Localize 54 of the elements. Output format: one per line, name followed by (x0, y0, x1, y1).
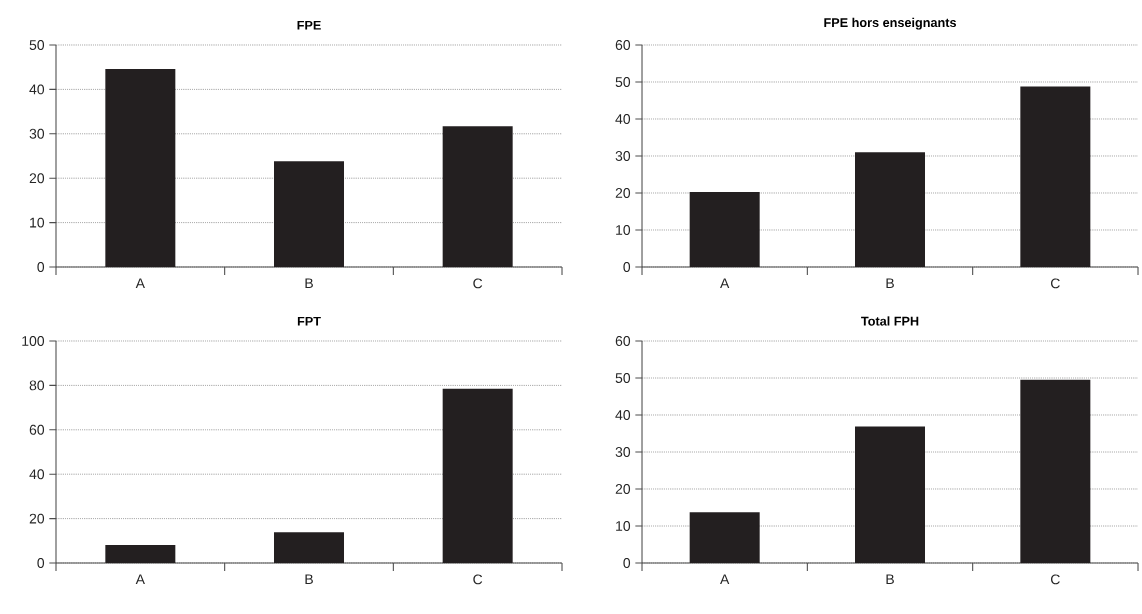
x-tick-label: C (1051, 574, 1060, 585)
x-tick-label: C (1051, 278, 1060, 289)
y-tick-label: 50 (29, 40, 45, 50)
x-tick-label: C (473, 574, 483, 585)
bar (442, 388, 513, 563)
x-tick-label: B (886, 574, 894, 585)
y-tick-label: 0 (37, 262, 45, 272)
y-tick-label: 60 (29, 424, 45, 435)
bar (442, 126, 513, 267)
y-tick-label: 50 (615, 373, 631, 383)
chart-title: FPE hors enseignants (824, 17, 956, 30)
y-tick-label: 30 (29, 128, 45, 139)
bar (1020, 86, 1091, 267)
y-tick-label: 0 (37, 558, 45, 568)
y-tick-label: 20 (29, 173, 45, 184)
y-tick-label: 10 (616, 225, 631, 235)
chart-title: FPE (297, 20, 321, 30)
y-tick-label: 20 (615, 188, 631, 198)
chart-title: FPT (297, 316, 321, 326)
y-tick-label: 80 (29, 380, 45, 391)
bar (274, 161, 344, 267)
y-tick-label: 30 (615, 151, 631, 161)
y-tick-label: 20 (29, 513, 45, 524)
y-tick-label: 0 (623, 558, 631, 568)
y-tick-label: 10 (30, 217, 45, 228)
bar (689, 512, 760, 563)
bar (105, 68, 176, 267)
x-tick-label: A (720, 574, 730, 585)
bar (105, 545, 176, 563)
x-tick-label: B (305, 574, 313, 585)
y-tick-label: 40 (615, 114, 631, 124)
y-tick-label: 40 (29, 84, 45, 95)
y-tick-label: 40 (29, 469, 45, 480)
y-tick-label: 50 (615, 77, 631, 87)
y-tick-label: 10 (616, 521, 631, 531)
chart-title: Total FPH (861, 316, 919, 326)
y-tick-label: 60 (615, 336, 631, 346)
bar (1020, 379, 1091, 563)
x-tick-label: B (886, 278, 894, 289)
y-tick-label: 60 (615, 40, 631, 50)
y-tick-label: 40 (615, 410, 631, 420)
bar (855, 426, 926, 563)
x-tick-label: B (305, 278, 313, 289)
x-tick-label: C (473, 278, 483, 289)
y-tick-label: 20 (615, 484, 631, 494)
x-tick-label: A (135, 574, 145, 585)
y-tick-label: 30 (615, 447, 631, 457)
x-tick-label: A (720, 278, 730, 289)
x-tick-label: A (135, 278, 145, 289)
bar (855, 152, 926, 267)
y-tick-label: 0 (623, 262, 631, 272)
y-tick-label: 100 (22, 336, 45, 346)
bar (274, 532, 344, 563)
bar (689, 191, 760, 267)
